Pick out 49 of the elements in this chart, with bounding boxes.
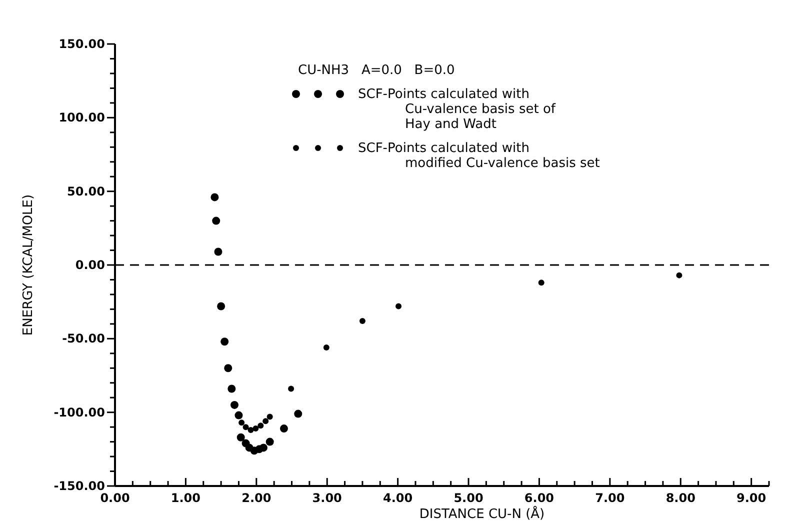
point bbox=[359, 318, 366, 324]
y-tick-label: -150.00 bbox=[54, 479, 105, 493]
point bbox=[676, 272, 682, 278]
x-tick-label: 8.00 bbox=[666, 491, 696, 505]
y-tick-label: 0.00 bbox=[75, 258, 105, 272]
x-tick-label: 3.00 bbox=[312, 491, 342, 505]
x-axis-title: DISTANCE CU-N (Å) bbox=[419, 505, 545, 522]
point bbox=[258, 422, 264, 429]
point bbox=[266, 414, 273, 420]
point bbox=[234, 411, 243, 420]
point bbox=[266, 438, 274, 446]
point bbox=[294, 410, 302, 418]
point bbox=[396, 303, 402, 310]
point bbox=[228, 384, 236, 393]
x-tick-label: 2.00 bbox=[242, 491, 272, 505]
point bbox=[238, 420, 245, 426]
point bbox=[538, 280, 544, 286]
point bbox=[217, 302, 226, 310]
x-tick-label: 6.00 bbox=[524, 491, 554, 505]
y-tick-label: -50.00 bbox=[62, 332, 105, 346]
point bbox=[224, 364, 232, 372]
y-axis-title: ENERGY (KCAL/MOLE) bbox=[21, 194, 36, 336]
y-tick-label: 100.00 bbox=[58, 110, 105, 125]
point bbox=[230, 400, 238, 409]
y-tick-label: 150.00 bbox=[58, 37, 105, 51]
text: CU-NH3 A=0.0 B=0.0 bbox=[298, 63, 455, 78]
x-tick-label: 9.00 bbox=[736, 491, 766, 505]
point bbox=[280, 424, 288, 433]
point bbox=[323, 344, 330, 351]
x-tick-label: 5.00 bbox=[454, 491, 484, 505]
point bbox=[259, 444, 268, 452]
point bbox=[214, 248, 222, 256]
point bbox=[212, 216, 220, 225]
legend-label: SCF-Points calculated with modified Cu-valence basis set bbox=[358, 141, 600, 171]
point bbox=[236, 433, 245, 442]
point bbox=[252, 426, 259, 432]
point bbox=[248, 427, 254, 434]
x-tick-label: 7.00 bbox=[595, 491, 625, 505]
point bbox=[242, 424, 249, 430]
point bbox=[262, 418, 269, 424]
point bbox=[210, 193, 219, 202]
x-tick-label: 0.00 bbox=[100, 491, 130, 505]
point bbox=[288, 386, 294, 392]
point bbox=[220, 338, 229, 346]
y-tick-label: -100.00 bbox=[54, 405, 105, 420]
legend-label: SCF-Points calculated with Cu-valence basis set of Hay and Wadt bbox=[358, 87, 556, 132]
y-tick-label: 50.00 bbox=[67, 184, 105, 198]
x-tick-label: 1.00 bbox=[170, 491, 201, 505]
x-tick-label: 4.00 bbox=[383, 491, 413, 505]
